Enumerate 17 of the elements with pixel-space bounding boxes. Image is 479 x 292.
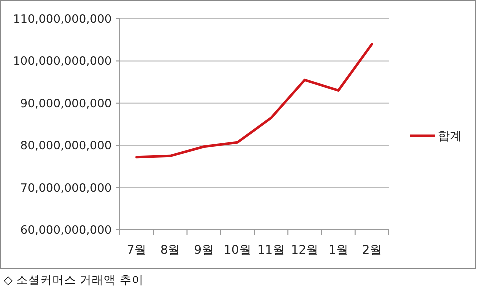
line-series <box>136 43 374 159</box>
y-tick-label: 100,000,000,000 <box>13 54 112 68</box>
text: ◇ 소셜커머스 거래액 추이 <box>4 273 144 287</box>
y-tick-label: 60,000,000,000 <box>20 223 112 238</box>
x-tick-label: 7월 <box>126 243 147 257</box>
y-tick-label: 110,000,000,000 <box>13 12 112 26</box>
x-tick-label: 12월 <box>291 243 319 257</box>
y-tick-label: 70,000,000,000 <box>20 180 112 195</box>
x-tick-label: 11월 <box>258 243 285 257</box>
y-tick-label: 80,000,000,000 <box>20 138 112 153</box>
y-tick-label: 90,000,000,000 <box>20 96 112 110</box>
x-tick-label: 9월 <box>194 243 214 257</box>
x-tick-label: 2월 <box>362 243 382 257</box>
x-tick-label: 8월 <box>160 243 180 257</box>
x-tick-label: 1월 <box>328 243 348 257</box>
legend-label: 합계 <box>438 129 462 144</box>
x-tick-label: 10월 <box>224 243 252 257</box>
